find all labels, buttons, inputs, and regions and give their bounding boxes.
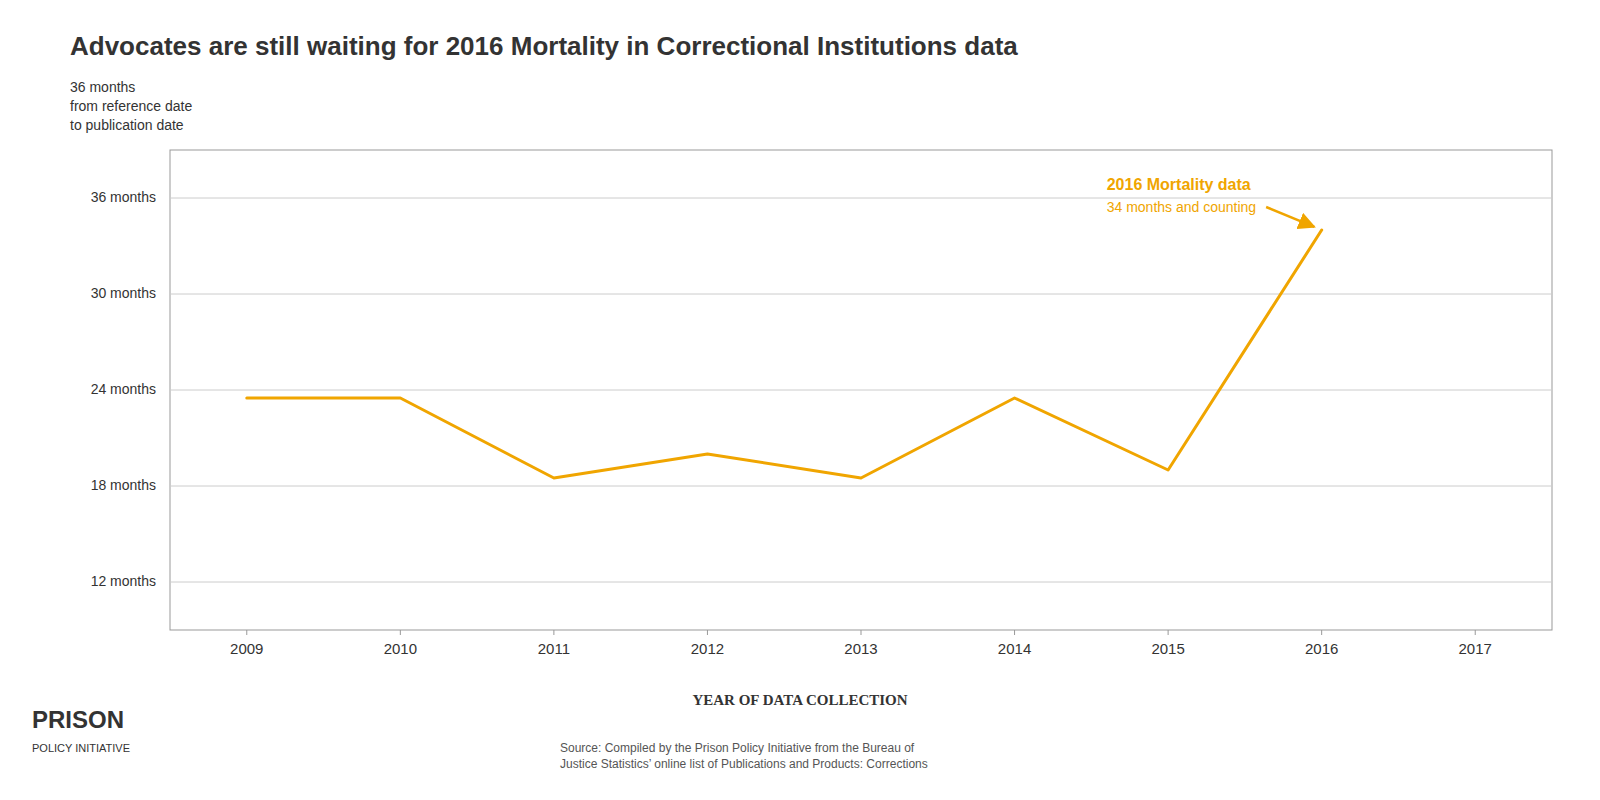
x-tick <box>1014 630 1015 635</box>
x-tick <box>861 630 862 635</box>
logo: PRISON <box>32 706 124 733</box>
x-tick-label: 2014 <box>998 640 1031 657</box>
data-line <box>247 230 1322 478</box>
grid-line <box>170 198 1552 199</box>
y-axis-label: 36 months <box>70 79 135 95</box>
grid-line <box>170 390 1552 391</box>
y-tick-label: 24 months <box>91 381 156 397</box>
x-tick <box>246 630 247 635</box>
x-tick-label: 2015 <box>1151 640 1184 657</box>
x-tick <box>707 630 708 635</box>
y-tick-label: 18 months <box>91 477 156 493</box>
x-tick-label: 2009 <box>230 640 263 657</box>
x-tick-label: 2010 <box>384 640 417 657</box>
x-tick-label: 2013 <box>844 640 877 657</box>
y-tick-label: 30 months <box>91 285 156 301</box>
annotation-subtitle: 34 months and counting <box>1107 199 1256 215</box>
x-tick-label: 2017 <box>1459 640 1492 657</box>
x-tick <box>1475 630 1476 635</box>
y-tick-label: 36 months <box>91 189 156 205</box>
source-line: Source: Compiled by the Prison Policy In… <box>560 741 915 755</box>
source-line: Justice Statistics’ online list of Publi… <box>560 757 928 771</box>
x-tick <box>1321 630 1322 635</box>
y-axis-label: to publication date <box>70 117 184 133</box>
logo: POLICY INITIATIVE <box>32 742 130 754</box>
title: Advocates are still waiting for 2016 Mor… <box>70 31 1018 61</box>
grid-line <box>170 582 1552 583</box>
annotation-title: 2016 Mortality data <box>1107 176 1251 193</box>
data-area <box>247 230 1322 478</box>
source: Source: Compiled by the Prison Policy In… <box>560 741 928 771</box>
x-axis-label: YEAR OF DATA COLLECTION <box>692 692 907 708</box>
y-tick-label: 12 months <box>91 573 156 589</box>
x-tick <box>1168 630 1169 635</box>
x-tick-label: 2012 <box>691 640 724 657</box>
x-tick <box>400 630 401 635</box>
x-tick <box>553 630 554 635</box>
plot-frame <box>170 150 1552 630</box>
x-tick-label: 2016 <box>1305 640 1338 657</box>
grid-line <box>170 294 1552 295</box>
grid <box>170 198 1552 582</box>
chart: Advocates are still waiting for 2016 Mor… <box>0 0 1600 800</box>
annotation-arrow <box>1266 207 1314 227</box>
x-tick-label: 2011 <box>538 640 570 657</box>
y-axis-label: from reference date <box>70 98 192 114</box>
grid-line <box>170 486 1552 487</box>
